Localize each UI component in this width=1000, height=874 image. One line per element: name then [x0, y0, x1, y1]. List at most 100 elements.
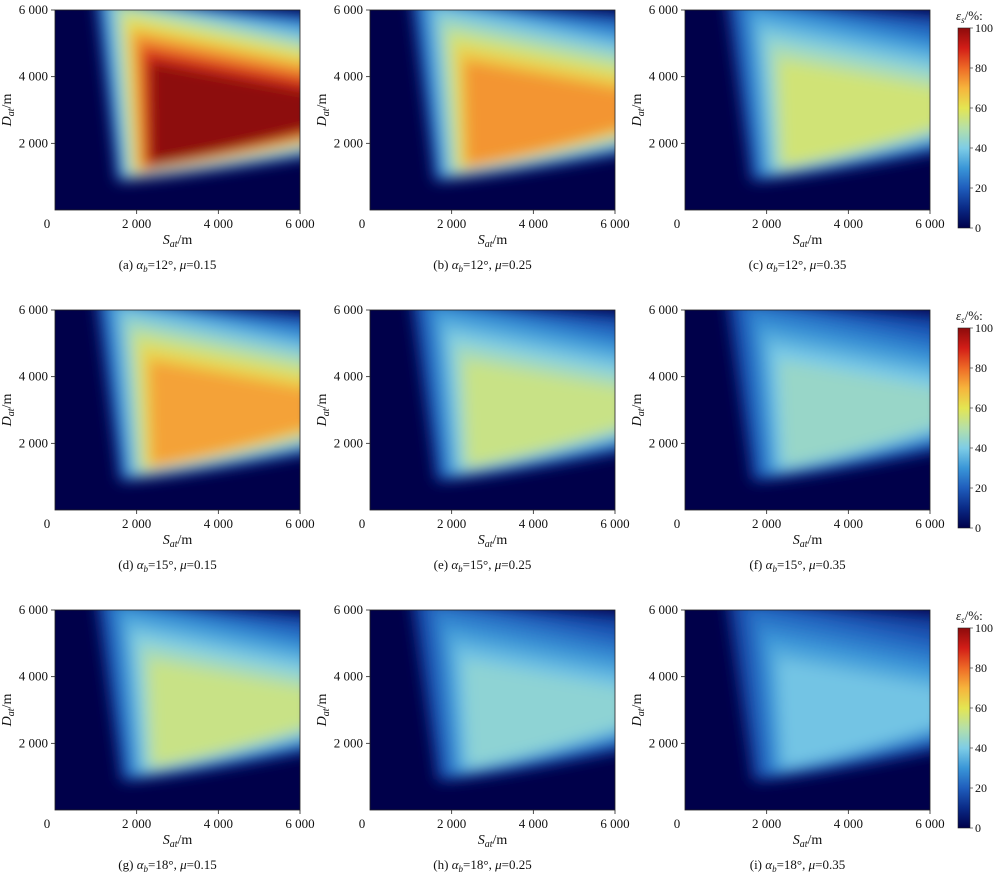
colorbar-tick-label: 100 — [975, 621, 993, 635]
x-tick-label: 6 000 — [285, 516, 314, 531]
panel-h: 0 2 000 4 000 6 000 2 000 4 000 6 000 Sat/m Dat/… — [315, 602, 630, 874]
x-tick-label: 4 000 — [834, 816, 863, 831]
colorbar-tick-label: 60 — [975, 701, 987, 715]
x-axis-label: Sat/m — [163, 533, 193, 550]
colorbar-tick-label: 40 — [975, 741, 987, 755]
colorbar-tick-label: 80 — [975, 661, 987, 675]
y-tick-label: 6 000 — [19, 602, 48, 617]
x-tick-label: 4 000 — [204, 216, 233, 231]
panel-b: 0 2 000 4 000 6 000 2 000 4 000 6 000 Sat/m Dat/… — [315, 2, 630, 274]
x-tick-label: 2 000 — [122, 216, 151, 231]
plot-frame — [369, 9, 616, 211]
y-tick-label: 6 000 — [649, 2, 678, 17]
colorbar-tick-label: 40 — [975, 141, 987, 155]
plot-frame — [54, 309, 301, 511]
y-tick-label: 6 000 — [334, 302, 363, 317]
colorbar-tick-label: 60 — [975, 401, 987, 415]
x-tick-label: 6 000 — [285, 816, 314, 831]
panel-c: 0 2 000 4 000 6 000 2 000 4 000 6 000 Sat/m Dat/… — [630, 2, 945, 274]
panel-a: 0 2 000 4 000 6 000 2 000 4 000 6 000 Sat/m Dat/… — [0, 2, 315, 274]
x-tick-label: 4 000 — [204, 516, 233, 531]
contour-band — [463, 660, 615, 767]
y-axis-label: Dat/m — [0, 694, 17, 728]
plot-frame — [369, 609, 616, 811]
contour-band — [148, 60, 300, 167]
plot-frame — [684, 9, 931, 211]
heatmap-field — [411, 610, 615, 782]
panel-caption: (i) αb=18°, μ=0.35 — [750, 857, 846, 874]
y-tick-label: 2 000 — [649, 135, 678, 150]
y-tick-label: 6 000 — [19, 302, 48, 317]
y-axis-label: Dat/m — [630, 394, 647, 428]
x-tick-label: 2 000 — [437, 516, 466, 531]
x-tick-label: 6 000 — [915, 516, 944, 531]
y-tick-label: 2 000 — [334, 135, 363, 150]
x-tick-label: 0 — [44, 516, 51, 531]
colorbar-label: εs/%: — [956, 8, 983, 25]
x-tick-label: 4 000 — [834, 516, 863, 531]
heatmap-field — [411, 310, 615, 482]
y-tick-label: 6 000 — [649, 302, 678, 317]
colorbars: 020406080100εs/%:020406080100εs/%:020406… — [956, 8, 993, 835]
y-tick-label: 2 000 — [334, 735, 363, 750]
contour-band — [778, 60, 930, 167]
y-axis-label: Dat/m — [630, 694, 647, 728]
x-tick-label: 2 000 — [122, 816, 151, 831]
y-tick-label: 4 000 — [334, 69, 363, 84]
panel-f: 0 2 000 4 000 6 000 2 000 4 000 6 000 Sat/m Dat/… — [630, 302, 945, 574]
contour-band — [463, 360, 615, 467]
panel-i: 0 2 000 4 000 6 000 2 000 4 000 6 000 Sat/m Dat/… — [630, 602, 945, 874]
y-tick-label: 6 000 — [334, 2, 363, 17]
x-tick-label: 2 000 — [752, 516, 781, 531]
x-tick-label: 6 000 — [600, 516, 629, 531]
colorbar-tick-label: 80 — [975, 61, 987, 75]
heatmap-field — [96, 10, 300, 182]
x-tick-label: 4 000 — [519, 216, 548, 231]
panel-caption: (a) αb=12°, μ=0.15 — [119, 257, 217, 274]
x-axis-label: Sat/m — [478, 833, 508, 850]
y-tick-label: 2 000 — [19, 135, 48, 150]
y-axis-label: Dat/m — [315, 94, 332, 128]
y-tick-label: 2 000 — [19, 735, 48, 750]
x-tick-label: 6 000 — [915, 816, 944, 831]
y-tick-label: 2 000 — [649, 735, 678, 750]
x-tick-label: 0 — [674, 216, 681, 231]
colorbar-tick-label: 100 — [975, 21, 993, 35]
x-tick-label: 0 — [359, 816, 366, 831]
panel-d: 0 2 000 4 000 6 000 2 000 4 000 6 000 Sat/m Dat/… — [0, 302, 315, 574]
y-axis-label: Dat/m — [630, 94, 647, 128]
plot-frame — [369, 309, 616, 511]
panel-e: 0 2 000 4 000 6 000 2 000 4 000 6 000 Sat/m Dat/… — [315, 302, 630, 574]
x-tick-label: 2 000 — [752, 816, 781, 831]
y-tick-label: 4 000 — [649, 669, 678, 684]
x-tick-label: 0 — [359, 516, 366, 531]
x-tick-label: 4 000 — [519, 816, 548, 831]
y-tick-label: 2 000 — [334, 435, 363, 450]
y-tick-label: 6 000 — [334, 602, 363, 617]
panel-g: 0 2 000 4 000 6 000 2 000 4 000 6 000 Sat/m Dat/… — [0, 602, 315, 874]
contour-band — [778, 360, 930, 467]
y-tick-label: 4 000 — [334, 369, 363, 384]
x-axis-label: Sat/m — [163, 233, 193, 250]
colorbar-scale — [957, 627, 971, 829]
x-tick-label: 2 000 — [437, 816, 466, 831]
x-tick-label: 0 — [44, 216, 51, 231]
plot-frame — [54, 9, 301, 211]
panel-caption: (e) αb=15°, μ=0.25 — [434, 557, 532, 574]
panel-caption: (f) αb=15°, μ=0.35 — [749, 557, 845, 574]
x-tick-label: 6 000 — [600, 216, 629, 231]
x-axis-label: Sat/m — [163, 833, 193, 850]
heatmap-field — [96, 310, 300, 482]
x-axis-label: Sat/m — [793, 233, 823, 250]
colorbar-tick-label: 20 — [975, 181, 987, 195]
y-tick-label: 6 000 — [19, 2, 48, 17]
y-tick-label: 4 000 — [334, 669, 363, 684]
y-axis-label: Dat/m — [0, 394, 17, 428]
colorbar-tick-label: 0 — [975, 821, 981, 835]
colorbar-tick-label: 0 — [975, 521, 981, 535]
contour-band — [148, 660, 300, 767]
x-tick-label: 2 000 — [437, 216, 466, 231]
